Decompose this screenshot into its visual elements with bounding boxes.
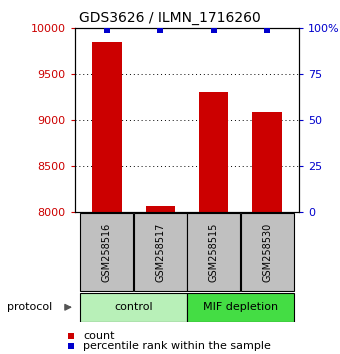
Text: control: control bbox=[114, 302, 153, 312]
Bar bbox=[80, 293, 187, 321]
Text: MIF depletion: MIF depletion bbox=[203, 302, 278, 312]
Bar bbox=[134, 213, 187, 291]
Bar bbox=[199, 92, 228, 212]
Text: GSM258530: GSM258530 bbox=[262, 223, 272, 282]
Text: GDS3626 / ILMN_1716260: GDS3626 / ILMN_1716260 bbox=[79, 11, 261, 25]
Bar bbox=[92, 42, 122, 212]
Bar bbox=[80, 213, 133, 291]
Bar bbox=[187, 213, 240, 291]
Text: GSM258517: GSM258517 bbox=[155, 223, 165, 282]
Text: protocol: protocol bbox=[7, 302, 52, 312]
Text: count: count bbox=[83, 331, 115, 341]
Bar bbox=[187, 293, 293, 321]
Text: percentile rank within the sample: percentile rank within the sample bbox=[83, 341, 271, 351]
Text: GSM258515: GSM258515 bbox=[209, 223, 219, 282]
Bar bbox=[241, 213, 293, 291]
Bar bbox=[146, 206, 175, 212]
Text: GSM258516: GSM258516 bbox=[102, 223, 112, 282]
Bar bbox=[252, 112, 282, 212]
